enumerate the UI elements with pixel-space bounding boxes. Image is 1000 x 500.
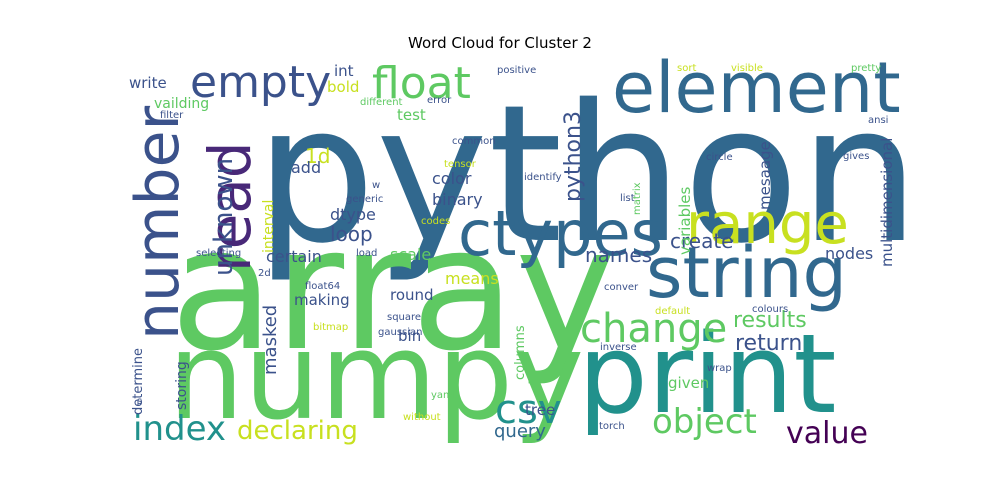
word-gaussian: gaussian — [378, 327, 422, 338]
word-string: string — [646, 232, 847, 314]
word-names: names — [585, 243, 652, 267]
word-empty: empty — [190, 57, 331, 108]
word-gives: gives — [843, 151, 869, 162]
word-yaml: yaml — [431, 390, 456, 401]
word-pretty: pretty — [851, 63, 881, 74]
word-making: making — [294, 291, 350, 309]
word-object: object — [652, 402, 757, 442]
word-return: return — [735, 331, 802, 356]
word-index: index — [133, 409, 226, 449]
word-ctypes: ctypes — [458, 197, 663, 270]
word-s: s — [137, 396, 142, 407]
word-conver: conver — [604, 282, 639, 293]
word-codes: codes — [421, 216, 450, 227]
word-ansi: ansi — [868, 115, 888, 126]
word-colours: colours — [752, 304, 788, 315]
word-wrap: wrap — [707, 363, 732, 374]
word-variables: variables — [676, 186, 694, 255]
word-dtype: dtype — [330, 205, 376, 224]
word-test: test — [397, 106, 426, 124]
word-write: write — [129, 74, 167, 92]
word-visible: visible — [731, 63, 763, 74]
word-add: add — [291, 158, 321, 177]
word-matrix: matrix — [632, 182, 643, 215]
word-means: means — [445, 269, 499, 288]
word-columns: columns — [513, 325, 528, 380]
word-vailding: vailding — [154, 96, 209, 112]
word-bin: bin — [398, 327, 421, 345]
word-array: array — [170, 191, 616, 389]
word-without: without — [403, 412, 441, 423]
word-certain: certain — [266, 247, 322, 266]
word-color: color — [432, 169, 472, 188]
word-w: w — [372, 180, 380, 191]
word-results: results — [733, 308, 807, 333]
word-storing: storing — [174, 361, 190, 410]
word-selecting: selecting — [196, 248, 241, 259]
word-round: round — [390, 286, 434, 304]
word-mesaage: mesaage — [756, 141, 774, 210]
word-positive: positive — [497, 65, 536, 76]
word-determine: determine — [131, 348, 146, 415]
word-sort: sort — [677, 63, 696, 74]
word-element: element — [612, 47, 901, 129]
word-default: default — [655, 306, 690, 317]
word-circle: circle — [706, 152, 733, 163]
word-number: number — [123, 105, 193, 340]
word-error: error — [427, 95, 452, 106]
word-load: load — [356, 248, 377, 259]
word-loop: loop — [330, 222, 373, 246]
word-generic: generic — [346, 194, 383, 205]
word-unknown: unknown — [209, 158, 239, 276]
word-python3: python3 — [561, 111, 586, 202]
word-list: list — [620, 193, 635, 204]
word-numpy: numpy — [168, 308, 584, 447]
word-float64: float64 — [305, 281, 340, 292]
word-create: create — [670, 229, 734, 253]
word-int: int — [334, 62, 354, 80]
word-torch: torch — [599, 421, 625, 432]
word-query: query — [494, 421, 546, 442]
word-different: different — [360, 97, 403, 108]
word-binary: binary — [432, 190, 483, 209]
word-identify: identify — [524, 172, 562, 183]
word-tree: tree — [525, 401, 555, 419]
word-change: change — [580, 306, 727, 352]
word-filter: filter — [160, 110, 184, 121]
word-scale: scale — [390, 245, 431, 264]
word-read: read — [196, 141, 264, 272]
chart-title: Word Cloud for Cluster 2 — [408, 34, 592, 52]
word-1d: 1d — [305, 144, 330, 168]
word-interval: interval — [261, 200, 277, 253]
word-print: print — [578, 310, 836, 438]
word-float: float — [372, 58, 471, 109]
word-python: python — [255, 64, 920, 285]
word-nodes: nodes — [825, 244, 873, 263]
word-multidimensional: multidimensional — [878, 138, 896, 267]
word-range: range — [686, 192, 849, 257]
word-value: value — [786, 416, 868, 451]
word-inverse: inverse — [600, 342, 637, 353]
word-tensor: tensor — [444, 159, 477, 170]
word-bold: bold — [327, 78, 359, 96]
word-bitmap: bitmap — [313, 322, 348, 333]
word-2d: 2d — [258, 268, 271, 279]
word-common: common — [452, 136, 496, 147]
word-declaring: declaring — [237, 416, 358, 446]
word-masked: masked — [260, 305, 281, 375]
word-csv: csv — [495, 387, 562, 433]
word-given: given — [668, 374, 709, 392]
word-square: square — [387, 312, 421, 323]
